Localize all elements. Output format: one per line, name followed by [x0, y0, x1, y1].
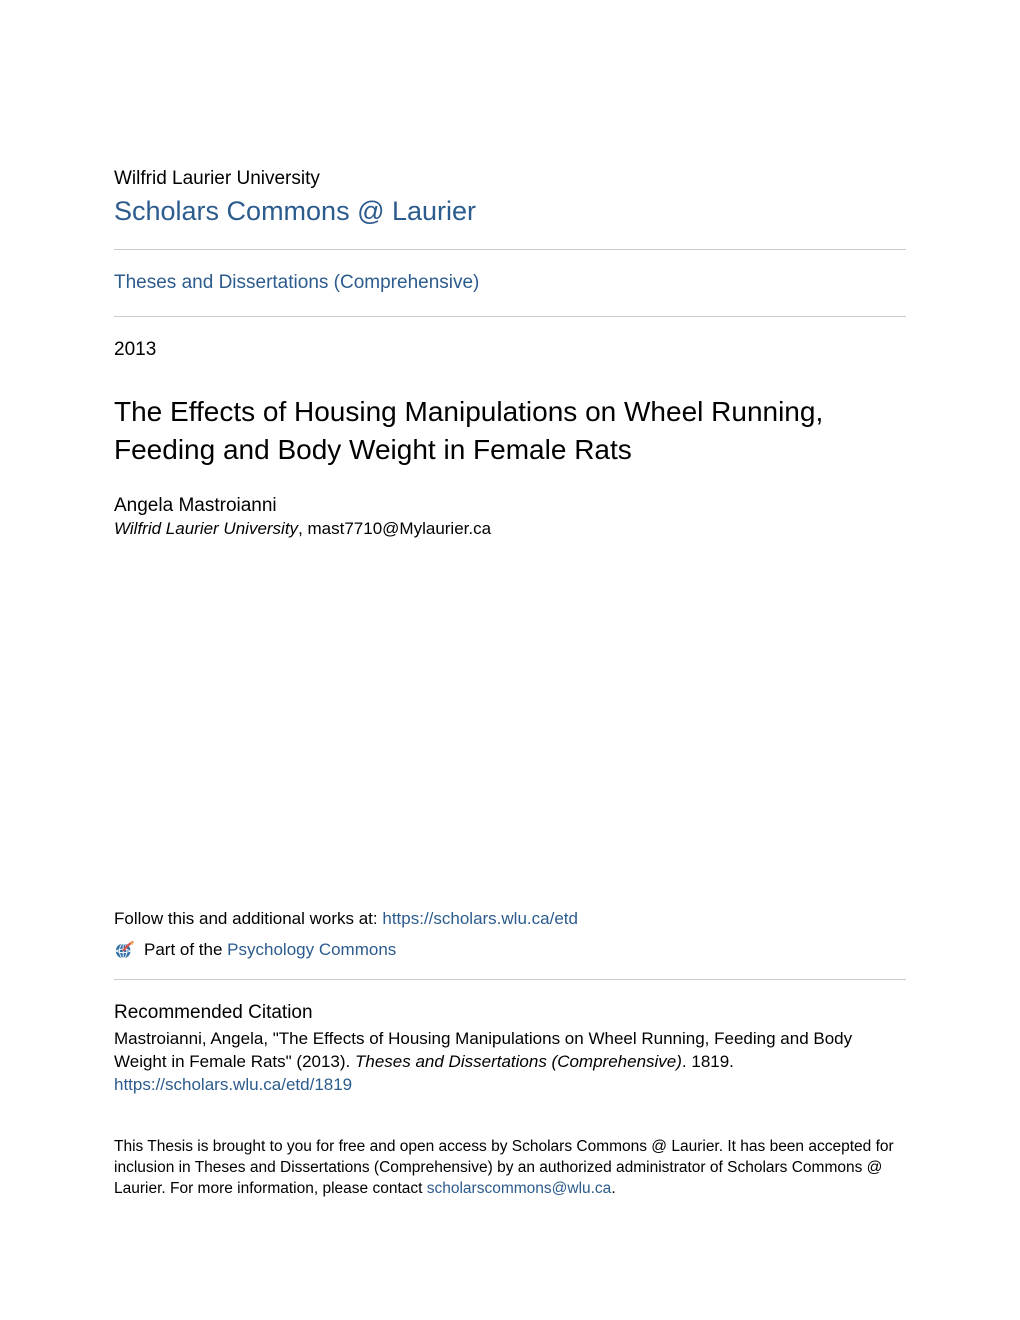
- footer-text: This Thesis is brought to you for free a…: [114, 1137, 906, 1200]
- document-title: The Effects of Housing Manipulations on …: [114, 393, 906, 469]
- citation-text-2: . 1819.: [682, 1052, 734, 1071]
- collection-row: Theses and Dissertations (Comprehensive): [114, 250, 906, 316]
- author-block: Angela Mastroianni Wilfrid Laurier Unive…: [114, 495, 906, 539]
- partof-text: Part of the Psychology Commons: [144, 940, 396, 960]
- citation-url-link[interactable]: https://scholars.wlu.ca/etd/1819: [114, 1075, 906, 1095]
- citation-heading: Recommended Citation: [114, 1002, 906, 1024]
- author-affiliation-line: Wilfrid Laurier University, mast7710@Myl…: [114, 519, 906, 539]
- follow-line: Follow this and additional works at: htt…: [114, 909, 906, 929]
- contact-email-link[interactable]: scholarscommons@wlu.ca: [427, 1180, 612, 1197]
- repository-link[interactable]: Scholars Commons @ Laurier: [114, 196, 476, 226]
- publication-year: 2013: [114, 317, 906, 361]
- divider-bottom: [114, 979, 906, 980]
- citation-body: Mastroianni, Angela, "The Effects of Hou…: [114, 1028, 906, 1074]
- author-name: Angela Mastroianni: [114, 495, 906, 517]
- citation-series-italic: Theses and Dissertations (Comprehensive): [355, 1052, 682, 1071]
- header-block: Wilfrid Laurier University Scholars Comm…: [114, 168, 906, 227]
- follow-prefix: Follow this and additional works at:: [114, 909, 382, 928]
- partof-prefix: Part of the: [144, 940, 227, 959]
- network-icon: [114, 939, 136, 961]
- university-name: Wilfrid Laurier University: [114, 168, 906, 190]
- author-affiliation: Wilfrid Laurier University: [114, 519, 298, 538]
- repository-name: Scholars Commons @ Laurier: [114, 196, 906, 227]
- collection-link[interactable]: Theses and Dissertations (Comprehensive): [114, 272, 479, 293]
- follow-url-link[interactable]: https://scholars.wlu.ca/etd: [382, 909, 578, 928]
- footer-text-2: .: [611, 1180, 615, 1197]
- commons-link[interactable]: Psychology Commons: [227, 940, 396, 959]
- partof-row: Part of the Psychology Commons: [114, 939, 906, 961]
- author-email: , mast7710@Mylaurier.ca: [298, 519, 491, 538]
